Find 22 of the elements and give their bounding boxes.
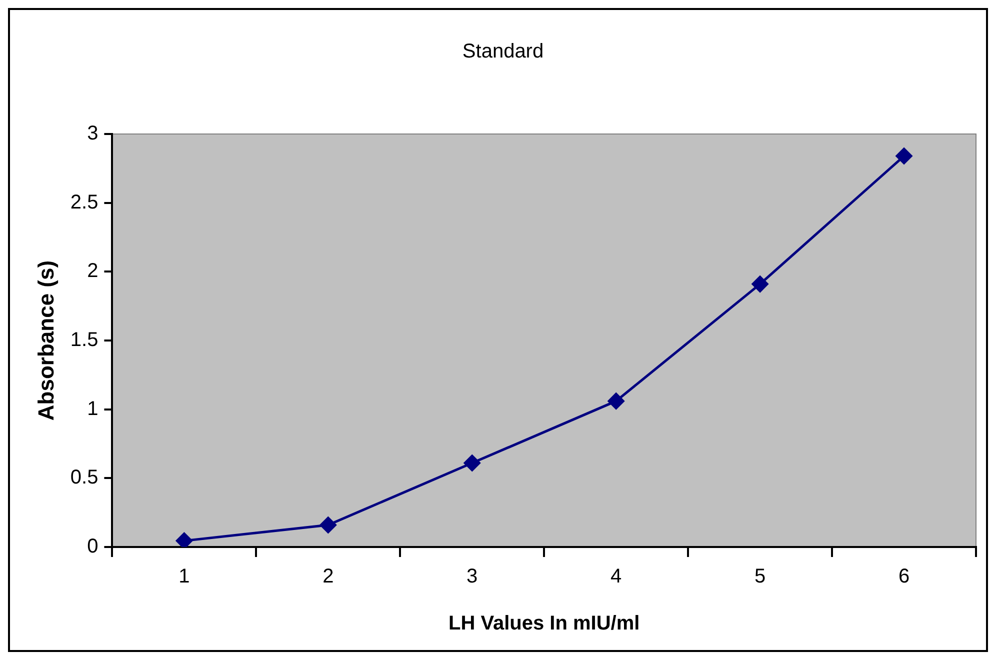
y-tick-label: 0.5	[70, 466, 98, 489]
chart-title: Standard	[462, 40, 544, 63]
y-tick-label: 3	[87, 122, 98, 145]
y-tick-label: 2.5	[70, 191, 98, 214]
point	[896, 148, 912, 164]
y-axis-title: Absorbance (s)	[33, 260, 58, 421]
y-tick-label: 0	[87, 536, 98, 558]
x-tick-label: 4	[610, 566, 622, 588]
x-tick-label: 1	[178, 566, 190, 588]
x-tick-label: 3	[466, 566, 478, 588]
y-tick-label: 1	[87, 398, 98, 420]
point	[752, 276, 768, 292]
point	[464, 454, 480, 472]
x-axis-title: LH Values In mIU/ml	[448, 612, 640, 635]
x-tick-label: 2	[322, 566, 334, 588]
y-tick-label: 1.5	[70, 329, 98, 352]
point	[608, 392, 624, 410]
x-tick-label: 5	[754, 566, 766, 588]
y-tick-label: 2	[87, 260, 98, 282]
point	[320, 516, 336, 534]
point	[176, 532, 192, 547]
x-tick-label: 6	[898, 566, 910, 588]
